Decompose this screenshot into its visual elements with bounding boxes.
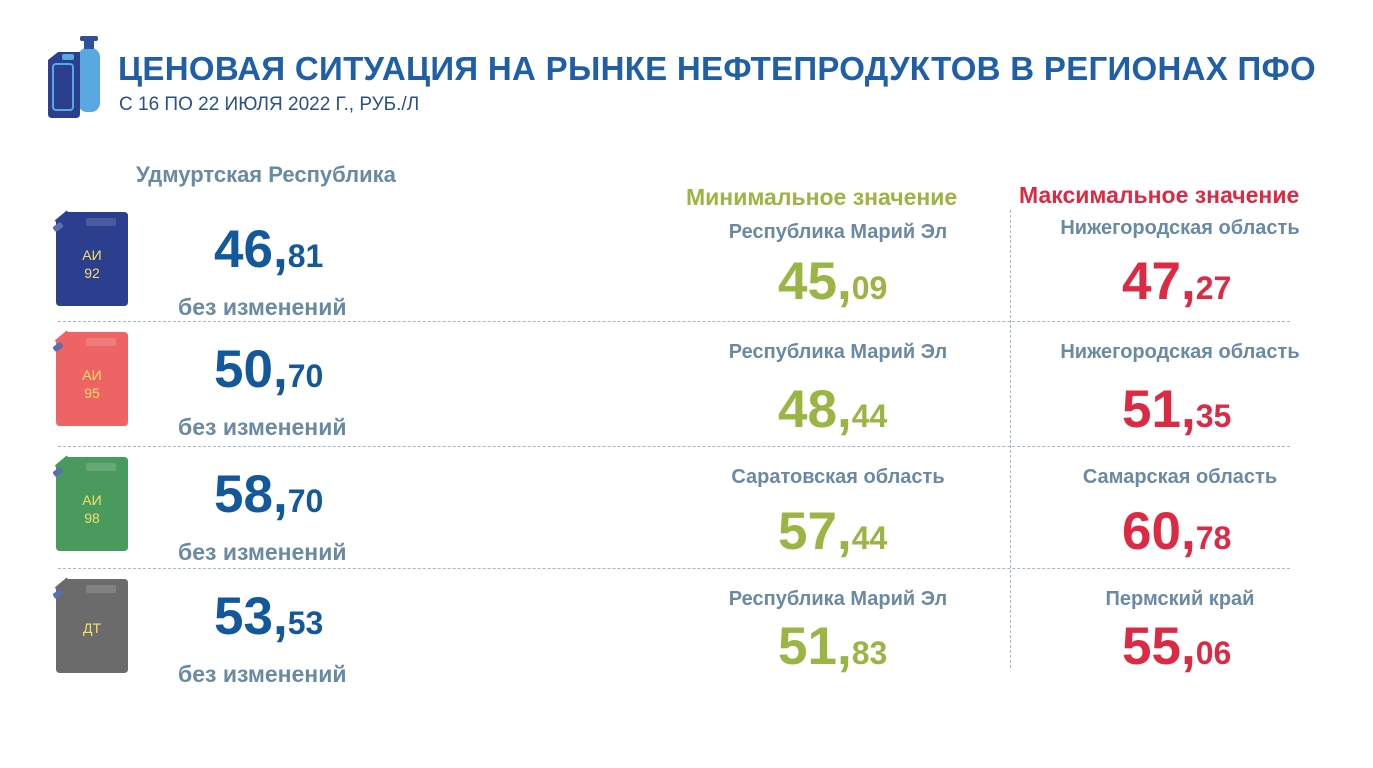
regional-price: 50,70 xyxy=(214,340,324,399)
fuel-row: ДТ 53,53 без изменений Республика Марий … xyxy=(0,0,1373,687)
max-region-name: Нижегородская область xyxy=(1060,217,1300,239)
max-value-header: Максимальное значение xyxy=(1019,182,1300,208)
fuel-canister-icon: АИ 98 xyxy=(52,455,128,551)
fuel-canister-icon: ДТ xyxy=(52,577,128,673)
fuel-grade-label: АИ xyxy=(82,367,101,383)
price-change-status: без изменений xyxy=(178,539,347,565)
fuel-grade-number: 98 xyxy=(84,510,100,526)
min-price: 57,44 xyxy=(778,502,888,561)
fuel-grade-number: 92 xyxy=(84,265,100,281)
regional-price: 46,81 xyxy=(214,220,324,279)
row-divider xyxy=(58,321,1290,322)
max-price: 60,78 xyxy=(1122,502,1232,561)
min-price: 45,09 xyxy=(778,252,888,311)
fuel-canister-icon: АИ 92 xyxy=(52,210,128,306)
fuel-grade-label: ДТ xyxy=(83,620,101,636)
fuel-grade-number: 95 xyxy=(84,385,100,401)
min-region-name: Республика Марий Эл xyxy=(728,341,948,363)
min-region-name: Республика Марий Эл xyxy=(728,588,948,610)
fuel-canister-icon: АИ 95 xyxy=(52,330,128,426)
regional-price: 53,53 xyxy=(214,587,324,646)
fuel-grade-label: АИ xyxy=(82,492,101,508)
regional-price: 58,70 xyxy=(214,465,324,524)
max-price: 51,35 xyxy=(1122,380,1232,439)
fuel-row: АИ 98 58,70 без изменений Саратовская об… xyxy=(0,0,1373,565)
max-price: 47,27 xyxy=(1122,252,1232,311)
price-change-status: без изменений xyxy=(178,661,347,687)
fuel-grade-label: АИ xyxy=(82,247,101,263)
column-divider xyxy=(1010,210,1011,668)
price-change-status: без изменений xyxy=(178,294,347,320)
min-value-header: Минимальное значение xyxy=(686,184,958,210)
page-title: ЦЕНОВАЯ СИТУАЦИЯ НА РЫНКЕ НЕФТЕПРОДУКТОВ… xyxy=(118,50,1316,87)
max-region-name: Нижегородская область xyxy=(1060,341,1300,363)
price-change-status: без изменений xyxy=(178,414,347,440)
min-price: 48,44 xyxy=(778,380,888,439)
min-price: 51,83 xyxy=(778,617,888,676)
min-region-name: Республика Марий Эл xyxy=(728,221,948,243)
max-region-name: Пермский край xyxy=(1105,588,1255,610)
fuel-row: АИ 95 50,70 без изменений Республика Мар… xyxy=(0,0,1373,440)
min-region-name: Саратовская область xyxy=(731,466,945,488)
fuel-canister-and-gas-cylinder-icon xyxy=(48,36,100,118)
row-divider xyxy=(58,446,1290,447)
row-divider xyxy=(58,568,1290,569)
max-region-name: Самарская область xyxy=(1082,466,1278,488)
fuel-row: АИ 92 46,81 без изменений Республика Мар… xyxy=(0,0,1373,320)
region-name: Удмуртская Республика xyxy=(136,162,396,187)
page-subtitle: С 16 ПО 22 ИЮЛЯ 2022 Г., РУБ./Л xyxy=(119,94,420,115)
max-price: 55,06 xyxy=(1122,617,1232,676)
